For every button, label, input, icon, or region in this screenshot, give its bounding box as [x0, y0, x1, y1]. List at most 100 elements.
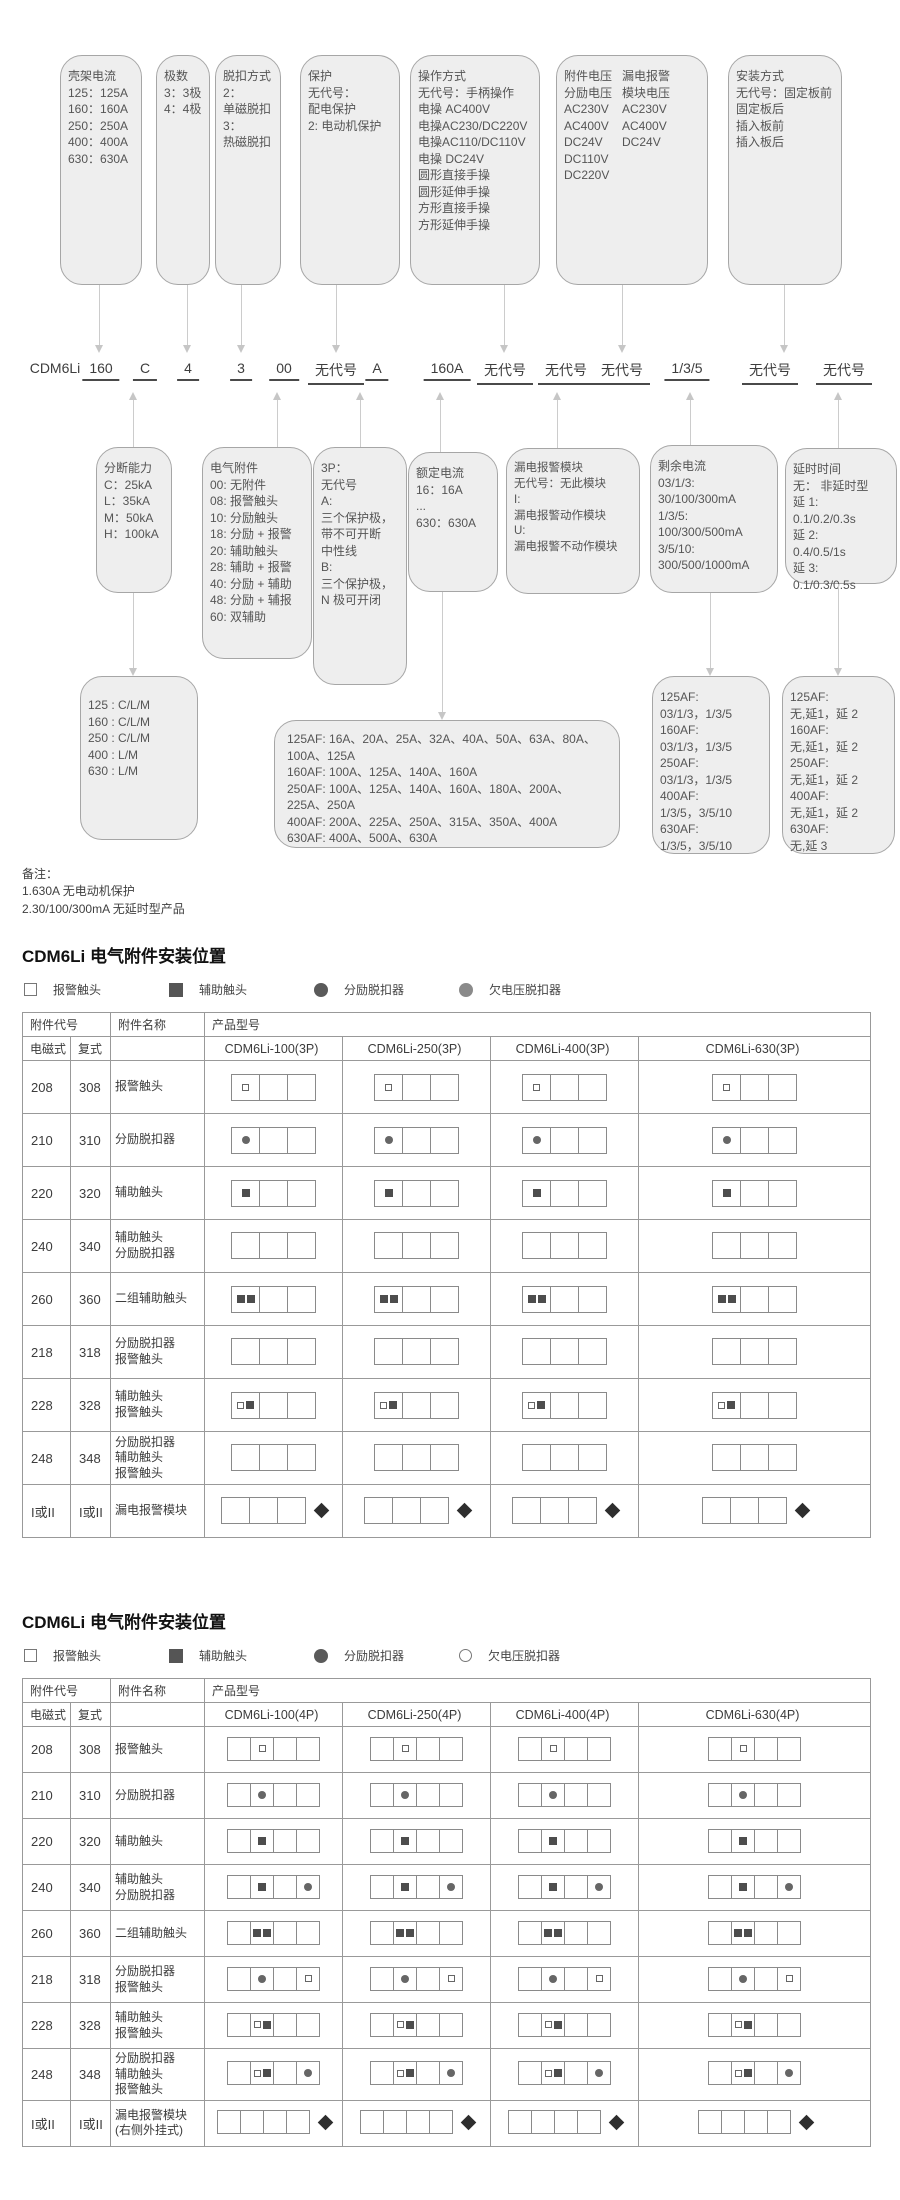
header-model-3: CDM6Li-630(4P) — [638, 1702, 872, 1727]
cell-fu-code: 320 — [69, 1166, 112, 1220]
arrow-up-icon — [834, 392, 842, 400]
table-row: 210 310 分励脱扣器 — [22, 1772, 872, 1819]
cell-em-code: 248 — [22, 1431, 71, 1485]
aux-contact-icon — [258, 1882, 267, 1891]
cell-position-diagram — [342, 1378, 492, 1432]
pole-compartment — [755, 1921, 779, 1944]
pole-box — [370, 1966, 464, 1991]
pole-compartment — [417, 1737, 441, 1760]
pole-box — [712, 1285, 798, 1313]
shunt-release-icon — [785, 2069, 794, 2078]
aux-contact-icon — [406, 1928, 415, 1937]
shunt-release-icon — [314, 1648, 328, 1663]
pole-grid — [522, 1443, 608, 1471]
pole-compartment — [297, 1875, 320, 1898]
leakage-module-diamond-icon — [798, 2114, 814, 2131]
aux-contact-icon — [553, 2020, 562, 2029]
pole-compartment — [732, 1875, 756, 1898]
pole-grid — [227, 1736, 321, 1761]
connector-line — [133, 593, 134, 668]
aux-contact-icon — [236, 1295, 245, 1303]
pole-box — [708, 2061, 802, 2086]
pole-compartment — [431, 1444, 459, 1470]
aux-contact-icon — [169, 1648, 183, 1663]
pole-compartment — [755, 1967, 779, 1990]
pole-compartment — [519, 1783, 543, 1806]
shunt-release-icon — [739, 1790, 748, 1799]
pole-box — [231, 1126, 317, 1154]
pole-box — [507, 2110, 624, 2135]
leakage-module-diamond-icon — [317, 2114, 333, 2131]
pole-box — [701, 1496, 810, 1524]
pole-compartment — [403, 1444, 432, 1470]
pole-grid — [518, 1782, 612, 1807]
cell-position-diagram — [204, 1726, 344, 1773]
pole-compartment — [417, 1875, 441, 1898]
cell-em-code: I或II — [22, 1484, 71, 1538]
table-row: 220 320 辅助触头 — [22, 1818, 872, 1865]
pole-box — [518, 2012, 612, 2037]
cell-position-diagram — [638, 1113, 872, 1167]
aux-contact-icon — [727, 1401, 736, 1409]
cell-position-diagram — [342, 2002, 492, 2049]
pole-compartment — [297, 2013, 320, 2036]
pole-compartment — [565, 1737, 589, 1760]
pole-grid — [370, 1828, 464, 1853]
pole-box — [370, 1736, 464, 1761]
pole-box — [712, 1337, 798, 1365]
pole-compartment — [767, 2111, 790, 2134]
pole-compartment — [778, 1829, 801, 1852]
symbol-legend: 报警触头 辅助触头 分励脱扣器 欠电压脱扣器 — [24, 981, 878, 998]
pole-grid — [522, 1126, 608, 1154]
pole-compartment — [721, 2111, 745, 2134]
pole-compartment — [579, 1127, 607, 1153]
shunt-release-icon — [258, 1974, 267, 1983]
cell-fu-code: 318 — [69, 1956, 112, 2003]
pole-compartment — [392, 1497, 421, 1523]
pole-box — [712, 1443, 798, 1471]
cell-position-diagram — [342, 1219, 492, 1273]
shunt-release-icon — [258, 1790, 267, 1799]
code-segment-residual: 1/3/5 — [664, 360, 710, 381]
pole-compartment — [523, 1180, 552, 1206]
table-row: I或II I或II 漏电报警模块 — [22, 1484, 872, 1538]
pole-grid — [518, 1828, 612, 1853]
connector-line — [277, 400, 278, 447]
pole-compartment — [741, 1338, 770, 1364]
cell-position-diagram — [638, 2099, 872, 2147]
pole-compartment — [431, 1127, 459, 1153]
pole-compartment — [371, 1967, 395, 1990]
pole-compartment — [778, 2062, 801, 2085]
pole-compartment — [551, 1338, 580, 1364]
cell-position-diagram — [490, 1060, 640, 1114]
pole-compartment — [371, 2013, 395, 2036]
pole-compartment — [732, 1829, 756, 1852]
pole-box — [518, 1874, 612, 1899]
alarm-contact-icon — [304, 1975, 312, 1982]
pole-grid — [708, 1736, 802, 1761]
pole-grid — [518, 2061, 612, 2086]
pole-compartment — [755, 2013, 779, 2036]
pole-compartment — [228, 1967, 252, 1990]
table-header-row: 附件代号 附件名称 产品型号 — [21, 1012, 872, 1037]
pole-grid — [708, 2012, 802, 2037]
table-subheader-row: 电磁式 复式 CDM6Li-100(4P) CDM6Li-250(4P) CDM6Li-… — [22, 1702, 872, 1727]
pole-box — [708, 1828, 802, 1853]
pole-compartment — [523, 1232, 552, 1258]
shunt-release-icon — [401, 1790, 410, 1799]
pole-compartment — [232, 1074, 261, 1100]
pole-grid — [522, 1073, 608, 1101]
connector-line — [838, 400, 839, 448]
cell-position-diagram — [204, 1772, 344, 1819]
pole-box — [522, 1073, 608, 1101]
cell-position-diagram — [490, 1772, 640, 1819]
cell-position-diagram — [638, 1484, 872, 1538]
pole-compartment — [274, 1921, 298, 1944]
cell-accessory-name: 辅助触头 分励脱扣器 — [110, 1219, 206, 1273]
cell-accessory-name: 辅助触头 分励脱扣器 — [110, 1864, 206, 1911]
shunt-release-icon — [722, 1136, 731, 1144]
pole-grid — [231, 1443, 317, 1471]
aux-contact-icon — [401, 1836, 410, 1845]
pole-compartment — [713, 1074, 742, 1100]
pole-compartment — [769, 1338, 797, 1364]
